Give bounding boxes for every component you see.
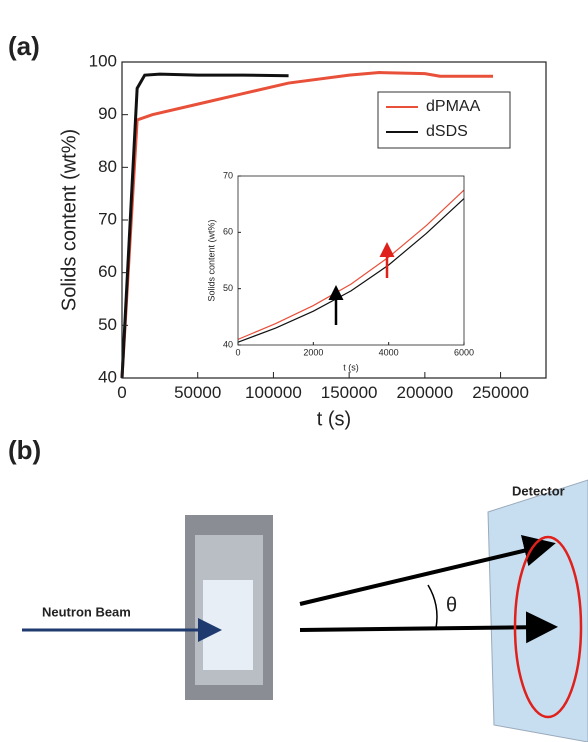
inset-background bbox=[238, 176, 464, 345]
panel-label: (a) bbox=[8, 31, 40, 61]
y-tick-label: 40 bbox=[223, 339, 233, 349]
x-tick-label: 0 bbox=[117, 383, 126, 402]
sample-film bbox=[203, 580, 253, 670]
detector-label: Detector bbox=[512, 483, 565, 498]
x-tick-label: 2000 bbox=[303, 347, 323, 357]
series-line bbox=[237, 198, 465, 343]
x-tick-label: 6000 bbox=[454, 347, 474, 357]
y-tick-label: 100 bbox=[89, 51, 117, 70]
series-line bbox=[237, 189, 465, 340]
x-tick-label: 150000 bbox=[321, 383, 378, 402]
panel-label: (b) bbox=[8, 435, 41, 465]
series-line bbox=[120, 71, 493, 379]
y-tick-label: 70 bbox=[223, 170, 233, 180]
y-tick-label: 70 bbox=[98, 209, 117, 228]
legend-label: dPMAA bbox=[426, 98, 481, 115]
charts: 0 50000 100000 150000 200000 250000 40 50 60 70 80… bbox=[58, 51, 547, 430]
angle-label: θ bbox=[446, 594, 457, 616]
y-tick-label: 80 bbox=[98, 157, 117, 176]
detector bbox=[487, 479, 588, 742]
y-tick-label: 50 bbox=[223, 283, 233, 293]
direct-arrow bbox=[299, 611, 558, 644]
angle-arc bbox=[427, 584, 438, 629]
x-axis-label: t (s) bbox=[317, 408, 351, 430]
x-axis-label: t (s) bbox=[343, 362, 359, 372]
beam-label: Neutron Beam bbox=[42, 604, 131, 619]
plot-frame bbox=[237, 175, 465, 346]
y-tick-label: 50 bbox=[98, 315, 117, 334]
x-tick-label: 50000 bbox=[174, 383, 221, 402]
x-tick-label: 250000 bbox=[472, 383, 529, 402]
series-line bbox=[120, 72, 289, 379]
legend-label: dSDS bbox=[426, 123, 468, 140]
y-tick-label: 60 bbox=[223, 227, 233, 237]
x-tick-label: 4000 bbox=[379, 347, 399, 357]
y-tick-label: 60 bbox=[98, 262, 117, 281]
legend-box bbox=[377, 91, 511, 149]
y-tick-label: 90 bbox=[98, 104, 117, 123]
y-tick-label: 40 bbox=[98, 367, 117, 386]
scattering-ring bbox=[513, 535, 583, 719]
x-tick-label: 0 bbox=[235, 347, 240, 357]
x-tick-label: 100000 bbox=[245, 383, 302, 402]
x-tick-label: 200000 bbox=[396, 383, 453, 402]
y-axis-label: Solids content (wt%) bbox=[206, 219, 216, 301]
y-axis-label: Solids content (wt%) bbox=[58, 129, 80, 311]
scattered-arrow bbox=[299, 534, 556, 606]
